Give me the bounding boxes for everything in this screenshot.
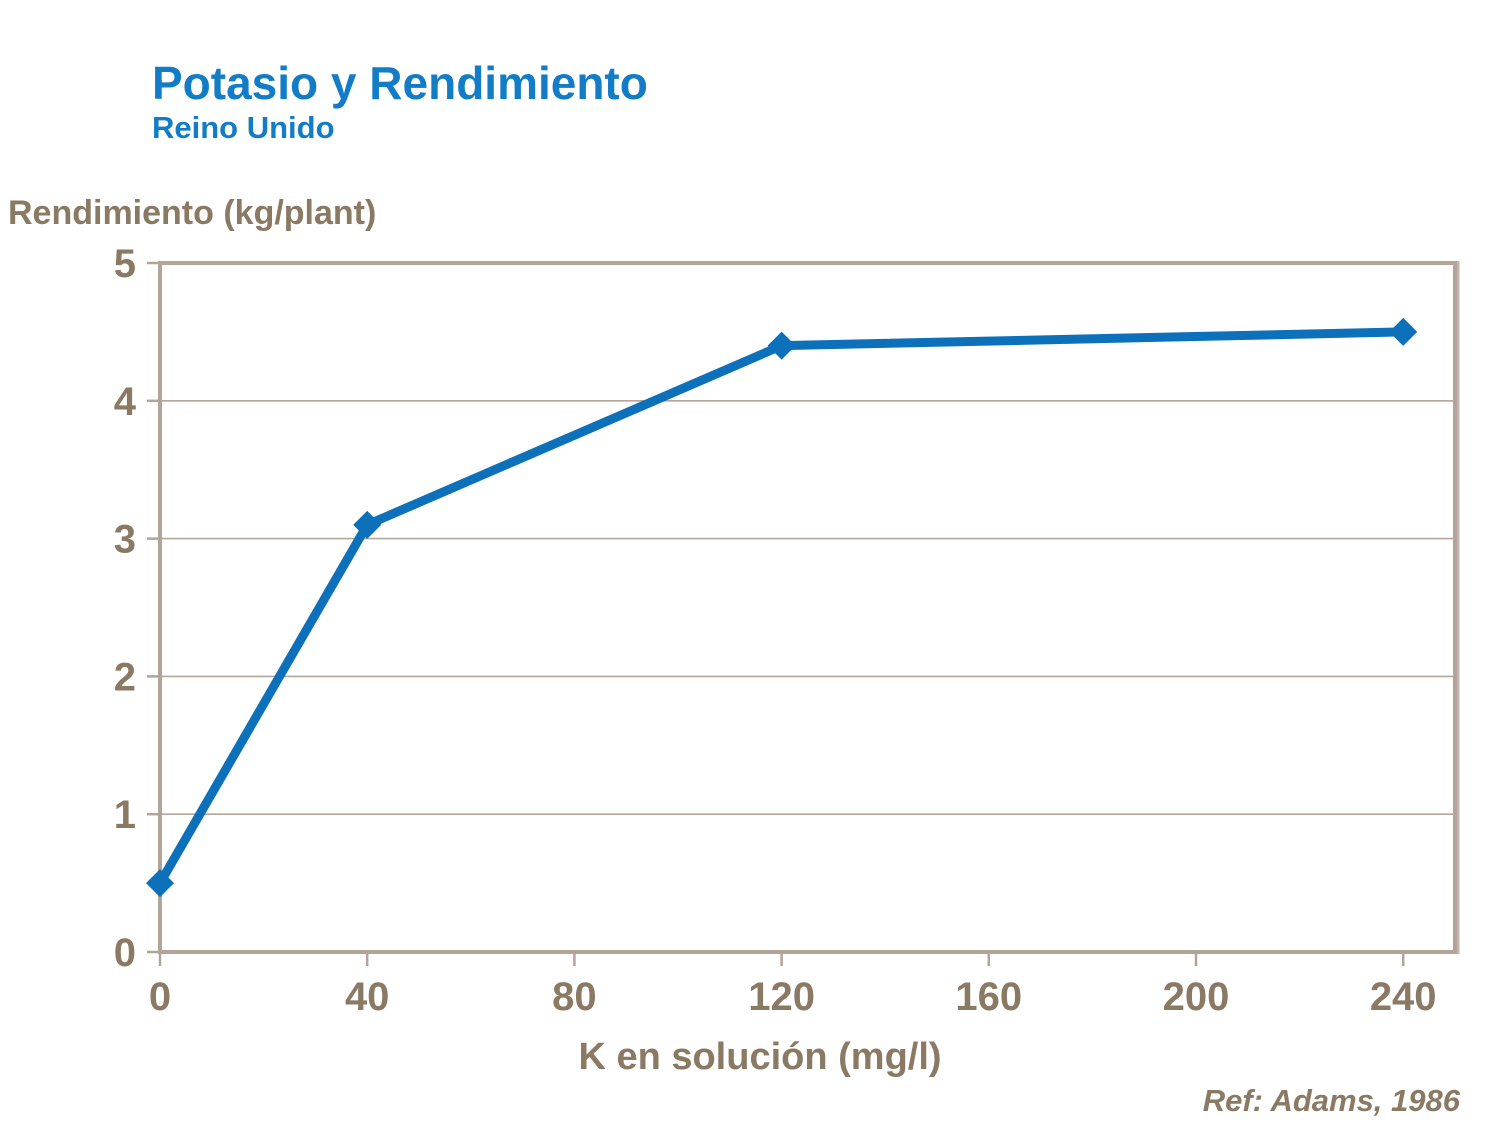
data-point-marker xyxy=(146,869,174,898)
x-tick-label: 240 xyxy=(1370,975,1437,1019)
x-tick-label: 40 xyxy=(345,975,390,1019)
axis-ticks xyxy=(147,261,1405,966)
x-tick-label: 160 xyxy=(955,975,1022,1019)
x-tick-label: 0 xyxy=(149,975,171,1019)
y-tick-label: 3 xyxy=(114,518,136,562)
series-line xyxy=(155,327,1408,888)
chart-subtitle: Reino Unido xyxy=(152,110,335,145)
reference-text: Ref: Adams, 1986 xyxy=(1202,1083,1460,1118)
chart-title: Potasio y Rendimiento xyxy=(152,57,648,109)
x-tick-label: 80 xyxy=(552,975,597,1019)
data-series xyxy=(146,317,1418,898)
plot-border xyxy=(158,261,1460,954)
data-point-marker xyxy=(353,510,382,539)
y-tick-label: 1 xyxy=(114,793,136,837)
x-axis-label: K en solución (mg/l) xyxy=(578,1036,942,1078)
tick-labels: 0 1 2 3 4 5 0 40 80 120 160 200 240 xyxy=(114,242,1437,1019)
y-tick-label: 2 xyxy=(114,655,136,699)
y-axis-label: Rendimiento (kg/plant) xyxy=(8,194,377,232)
data-point-marker xyxy=(767,331,796,360)
x-tick-label: 200 xyxy=(1163,975,1230,1019)
y-tick-label: 0 xyxy=(114,931,136,975)
x-tick-label: 120 xyxy=(748,975,815,1019)
data-point-marker xyxy=(1389,317,1418,346)
y-tick-label: 4 xyxy=(114,380,137,424)
y-tick-label: 5 xyxy=(114,242,136,286)
gridlines xyxy=(160,399,1455,816)
